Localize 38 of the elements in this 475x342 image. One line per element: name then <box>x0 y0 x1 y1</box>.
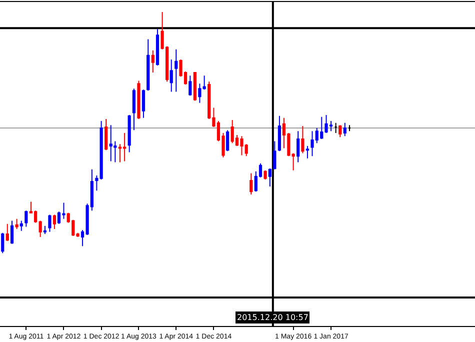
candlestick <box>278 115 282 152</box>
candlestick <box>174 48 178 92</box>
candlestick <box>334 122 338 134</box>
candlestick <box>48 214 52 232</box>
candlestick <box>188 75 192 96</box>
candlestick <box>273 140 276 170</box>
candlestick <box>301 126 304 154</box>
candlestick <box>193 72 196 102</box>
candlestick <box>142 89 146 118</box>
candlestick <box>264 170 267 180</box>
candlestick <box>268 168 272 188</box>
candlestick <box>43 225 47 235</box>
candlestick <box>6 223 9 242</box>
candlestick <box>250 172 253 195</box>
candlestick <box>306 146 310 159</box>
ref-line-label: 2015.12.20 10:57 <box>237 313 308 322</box>
candlestick <box>1 232 4 254</box>
candlestick <box>348 124 352 132</box>
candlestick <box>226 130 230 152</box>
candlestick <box>38 220 42 238</box>
candlestick <box>132 88 136 131</box>
candlestick <box>20 220 23 232</box>
candlestick <box>296 130 300 163</box>
candlestick <box>24 210 28 228</box>
candlestick <box>146 38 150 92</box>
candlestick <box>52 214 56 230</box>
candlestick <box>109 124 112 162</box>
candlestick <box>151 50 154 74</box>
candlestick <box>338 124 342 138</box>
candlestick <box>137 80 140 120</box>
candlestick <box>128 114 131 153</box>
candlestick <box>80 229 84 247</box>
candlestick <box>15 218 18 230</box>
candlestick <box>10 220 14 244</box>
candlestick <box>343 122 346 137</box>
candlestick <box>156 28 160 66</box>
candlestick <box>170 58 173 92</box>
candlestick <box>104 118 108 151</box>
